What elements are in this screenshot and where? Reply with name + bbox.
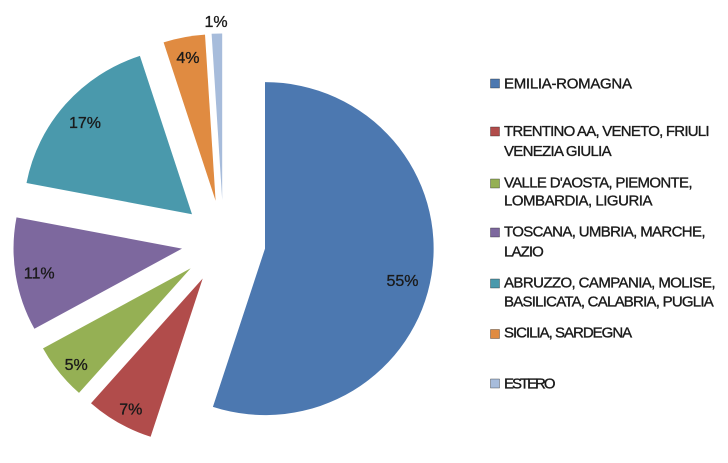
svg-text:5%: 5%: [65, 357, 88, 374]
svg-text:EMILIA-ROMAGNA: EMILIA-ROMAGNA: [504, 76, 632, 93]
svg-text:SICILIA, SARDEGNA: SICILIA, SARDEGNA: [504, 325, 632, 342]
svg-text:VALLE D'AOSTA, PIEMONTE,: VALLE D'AOSTA, PIEMONTE,: [504, 175, 693, 192]
svg-text:TOSCANA, UMBRIA, MARCHE,: TOSCANA, UMBRIA, MARCHE,: [504, 224, 706, 241]
svg-text:7%: 7%: [119, 402, 142, 419]
svg-text:VENEZIA GIULIA: VENEZIA GIULIA: [504, 143, 612, 160]
svg-text:17%: 17%: [69, 115, 101, 132]
svg-text:55%: 55%: [386, 273, 418, 290]
svg-text:4%: 4%: [176, 50, 199, 67]
svg-text:LAZIO: LAZIO: [504, 244, 544, 261]
svg-text:1%: 1%: [205, 14, 228, 31]
svg-text:11%: 11%: [24, 266, 55, 283]
svg-text:ESTERO: ESTERO: [504, 375, 556, 392]
svg-text:ABRUZZO, CAMPANIA, MOLISE,: ABRUZZO, CAMPANIA, MOLISE,: [504, 275, 716, 292]
svg-text:TRENTINO AA, VENETO, FRIULI: TRENTINO AA, VENETO, FRIULI: [504, 123, 710, 140]
svg-text:BASILICATA, CALABRIA, PUGLIA: BASILICATA, CALABRIA, PUGLIA: [504, 294, 714, 311]
svg-text:LOMBARDIA, LIGURIA: LOMBARDIA, LIGURIA: [504, 193, 653, 210]
